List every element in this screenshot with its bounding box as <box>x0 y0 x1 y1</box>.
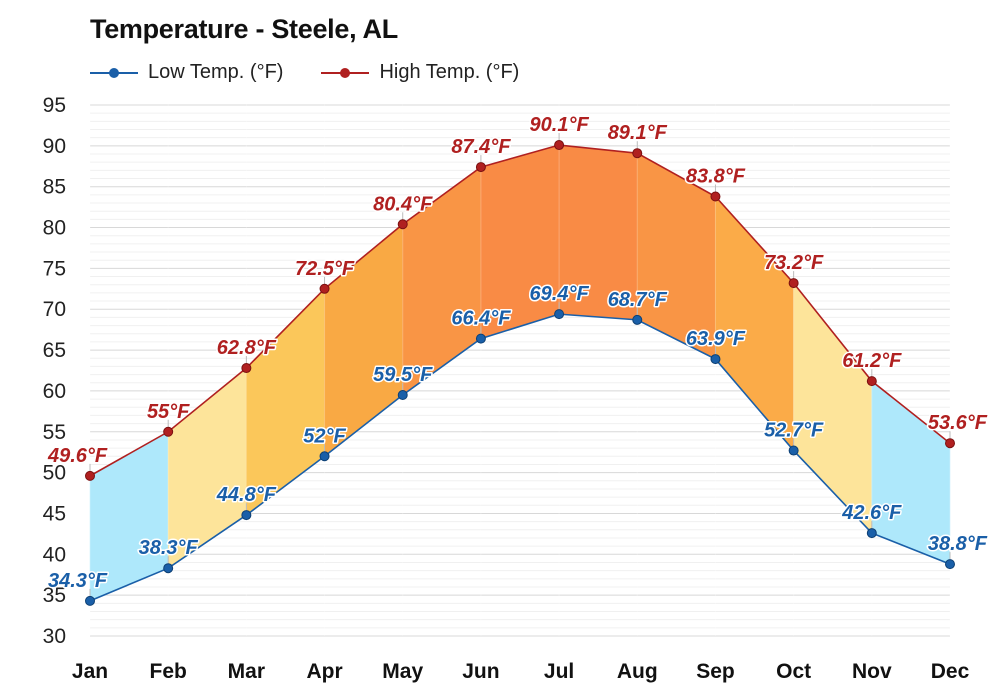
low-temp-label: 44.8°F <box>216 484 277 506</box>
high-temp-point <box>241 363 252 374</box>
low-temp-label: 34.3°F <box>48 570 108 592</box>
x-tick-label: Oct <box>776 660 811 683</box>
x-tick-label: Dec <box>931 660 970 683</box>
high-temp-label: 89.1°F <box>608 122 668 144</box>
high-temp-label: 55°F <box>147 401 190 423</box>
low-temp-point <box>397 390 408 401</box>
high-temp-point <box>945 438 955 449</box>
x-tick-label: May <box>382 660 423 683</box>
low-temp-label: 52.7°F <box>764 420 824 442</box>
legend-label-low: Low Temp. (°F) <box>148 61 284 83</box>
legend-label-high: High Temp. (°F) <box>379 61 520 83</box>
x-tick-label: Jan <box>72 660 108 683</box>
high-temp-point <box>866 376 877 387</box>
high-temp-label: 90.1°F <box>530 114 590 136</box>
high-temp-point <box>85 470 95 481</box>
x-tick-label: Apr <box>306 660 342 683</box>
y-tick-label: 45 <box>43 502 66 525</box>
y-tick-label: 60 <box>43 380 66 403</box>
y-tick-label: 35 <box>43 584 66 607</box>
low-temp-label: 66.4°F <box>451 308 511 330</box>
high-temp-label: 83.8°F <box>686 165 746 187</box>
low-temp-label: 69.4°F <box>530 283 590 305</box>
low-temp-label: 38.3°F <box>139 537 199 559</box>
low-temp-point <box>945 559 955 570</box>
low-temp-label: 52°F <box>303 425 346 447</box>
x-tick-label: Sep <box>696 660 735 683</box>
x-tick-label: Mar <box>228 660 265 683</box>
y-tick-label: 95 <box>43 94 66 117</box>
x-tick-label: Nov <box>852 660 892 683</box>
low-temp-point <box>319 451 330 462</box>
low-temp-point <box>866 528 877 539</box>
legend: Low Temp. (°F) High Temp. (°F) <box>90 61 557 84</box>
chart-title: Temperature - Steele, AL <box>90 14 398 44</box>
high-temp-label: 62.8°F <box>217 337 277 359</box>
high-temp-label: 73.2°F <box>764 252 824 274</box>
high-temp-label: 80.4°F <box>373 193 433 215</box>
y-tick-label: 50 <box>43 462 66 485</box>
legend-swatch-high <box>321 66 370 80</box>
high-temp-point <box>319 283 330 294</box>
y-tick-label: 30 <box>43 625 66 648</box>
high-temp-point <box>475 162 486 173</box>
high-temp-line <box>89 144 951 477</box>
high-temp-point <box>788 278 799 289</box>
low-temp-point <box>475 333 486 344</box>
y-tick-label: 75 <box>43 257 66 280</box>
high-temp-point <box>163 426 174 437</box>
legend-item-low[interactable]: Low Temp. (°F) <box>90 61 283 84</box>
y-tick-label: 40 <box>43 543 66 566</box>
low-temp-line <box>89 313 951 602</box>
high-temp-point <box>710 191 721 202</box>
low-temp-label: 42.6°F <box>841 502 902 524</box>
legend-swatch-low <box>90 66 138 80</box>
high-temp-label: 61.2°F <box>842 350 902 372</box>
low-temp-label: 63.9°F <box>686 328 746 350</box>
high-temp-label: 87.4°F <box>451 136 511 158</box>
low-temp-point <box>241 510 252 521</box>
low-temp-label: 59.5°F <box>373 364 433 386</box>
low-temp-point <box>710 354 721 365</box>
high-temp-point <box>397 219 408 230</box>
low-temp-point <box>85 595 95 606</box>
low-temp-point <box>554 309 565 320</box>
high-temp-label: 53.6°F <box>928 412 988 434</box>
legend-item-high[interactable]: High Temp. (°F) <box>321 61 519 84</box>
high-temp-label: 49.6°F <box>47 445 108 467</box>
high-temp-point <box>554 140 565 151</box>
x-tick-label: Aug <box>617 660 658 683</box>
low-temp-label: 38.8°F <box>928 533 988 555</box>
x-tick-label: Feb <box>150 660 187 683</box>
y-tick-label: 70 <box>43 298 66 321</box>
x-tick-label: Jun <box>462 660 499 683</box>
y-tick-label: 55 <box>43 421 66 444</box>
y-tick-label: 65 <box>43 339 66 362</box>
y-tick-label: 90 <box>43 135 66 158</box>
low-temp-label: 68.7°F <box>608 289 668 311</box>
y-tick-label: 80 <box>43 217 66 240</box>
low-temp-point <box>163 563 174 574</box>
high-temp-label: 72.5°F <box>295 258 355 280</box>
high-temp-point <box>632 148 643 159</box>
x-tick-label: Jul <box>544 660 574 683</box>
y-tick-label: 85 <box>43 176 66 199</box>
low-temp-point <box>788 445 799 456</box>
low-temp-point <box>632 314 643 325</box>
